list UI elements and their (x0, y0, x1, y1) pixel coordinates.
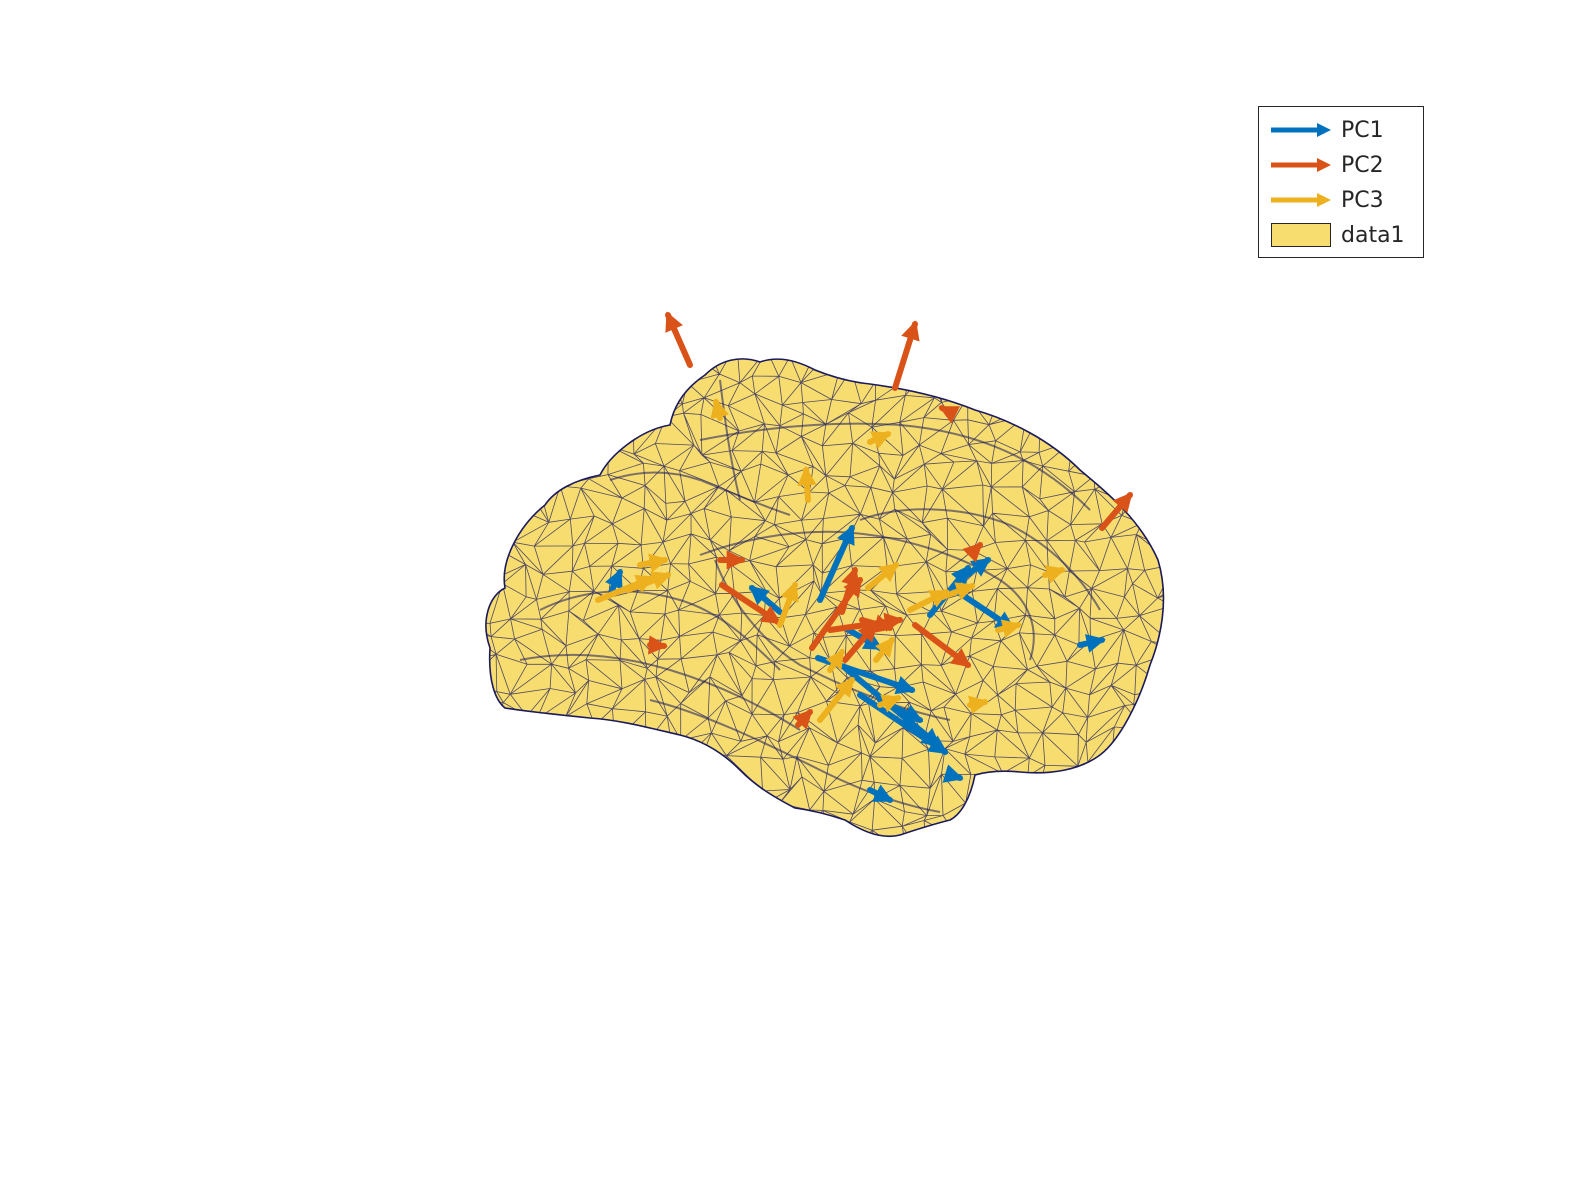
pc3-arrow (637, 553, 669, 573)
pc3-arrow (967, 695, 989, 715)
pc3-arrow (625, 571, 672, 593)
pc2-arrow (912, 622, 972, 668)
pc2-arrow (647, 635, 668, 655)
pc2-arrow (892, 320, 920, 391)
pc3-arrow (937, 582, 976, 601)
surface-folds (519, 379, 1101, 813)
pc2-arrow (792, 709, 813, 730)
pc3-arrow (797, 466, 817, 503)
pc1-arrow (857, 692, 949, 755)
pc3-arrow (995, 619, 1022, 639)
pc3-arrow (710, 398, 730, 421)
pc2-arrow (842, 622, 878, 663)
mesh-edges (485, 358, 1164, 837)
pc3-arrow (1042, 565, 1066, 584)
pc2-arrow-icon (1271, 158, 1331, 172)
pc3-arrows (595, 398, 1066, 723)
pc3-arrow (777, 581, 799, 628)
pc1-arrow (604, 568, 623, 593)
pc2-arrow (719, 582, 782, 625)
pc3-arrow (817, 677, 855, 723)
pc3-arrow (825, 648, 845, 673)
pc2-arrow (859, 614, 894, 634)
pc1-arrow (942, 764, 964, 783)
legend-item-pc2: PC2 (1269, 150, 1384, 180)
pc3-arrow (865, 562, 899, 591)
legend-item-pc3: PC3 (1269, 185, 1384, 215)
pc2-arrows (647, 311, 1133, 730)
legend-label-pc3: PC3 (1341, 187, 1384, 213)
pc1-arrow (867, 784, 894, 803)
legend-label-pc2: PC2 (1341, 152, 1384, 178)
pc1-arrow-icon (1271, 123, 1331, 137)
legend-item-data1: data1 (1269, 220, 1405, 250)
pc2-arrow (962, 542, 983, 563)
pc3-arrow (877, 694, 902, 713)
pc3-arrow (873, 637, 895, 663)
legend: PC1 PC2 PC3 data1 (1258, 106, 1424, 258)
pc3-arrow-icon (1271, 193, 1331, 207)
legend-item-pc1: PC1 (1269, 115, 1384, 145)
pc2-arrow (809, 576, 863, 651)
pc1-arrow (817, 524, 855, 603)
pc1-arrow (1077, 634, 1106, 653)
surface-patch-icon (1269, 221, 1333, 249)
legend-label-data1: data1 (1341, 222, 1405, 248)
pc3-arrow (867, 431, 892, 450)
legend-label-pc1: PC1 (1341, 117, 1384, 143)
surface-mesh (485, 358, 1164, 837)
pc2-arrow (665, 311, 693, 368)
pc2-arrow (938, 405, 961, 424)
pc2-arrow (1099, 492, 1133, 531)
pc1-arrow (957, 557, 992, 583)
cortical-surface (485, 358, 1165, 838)
